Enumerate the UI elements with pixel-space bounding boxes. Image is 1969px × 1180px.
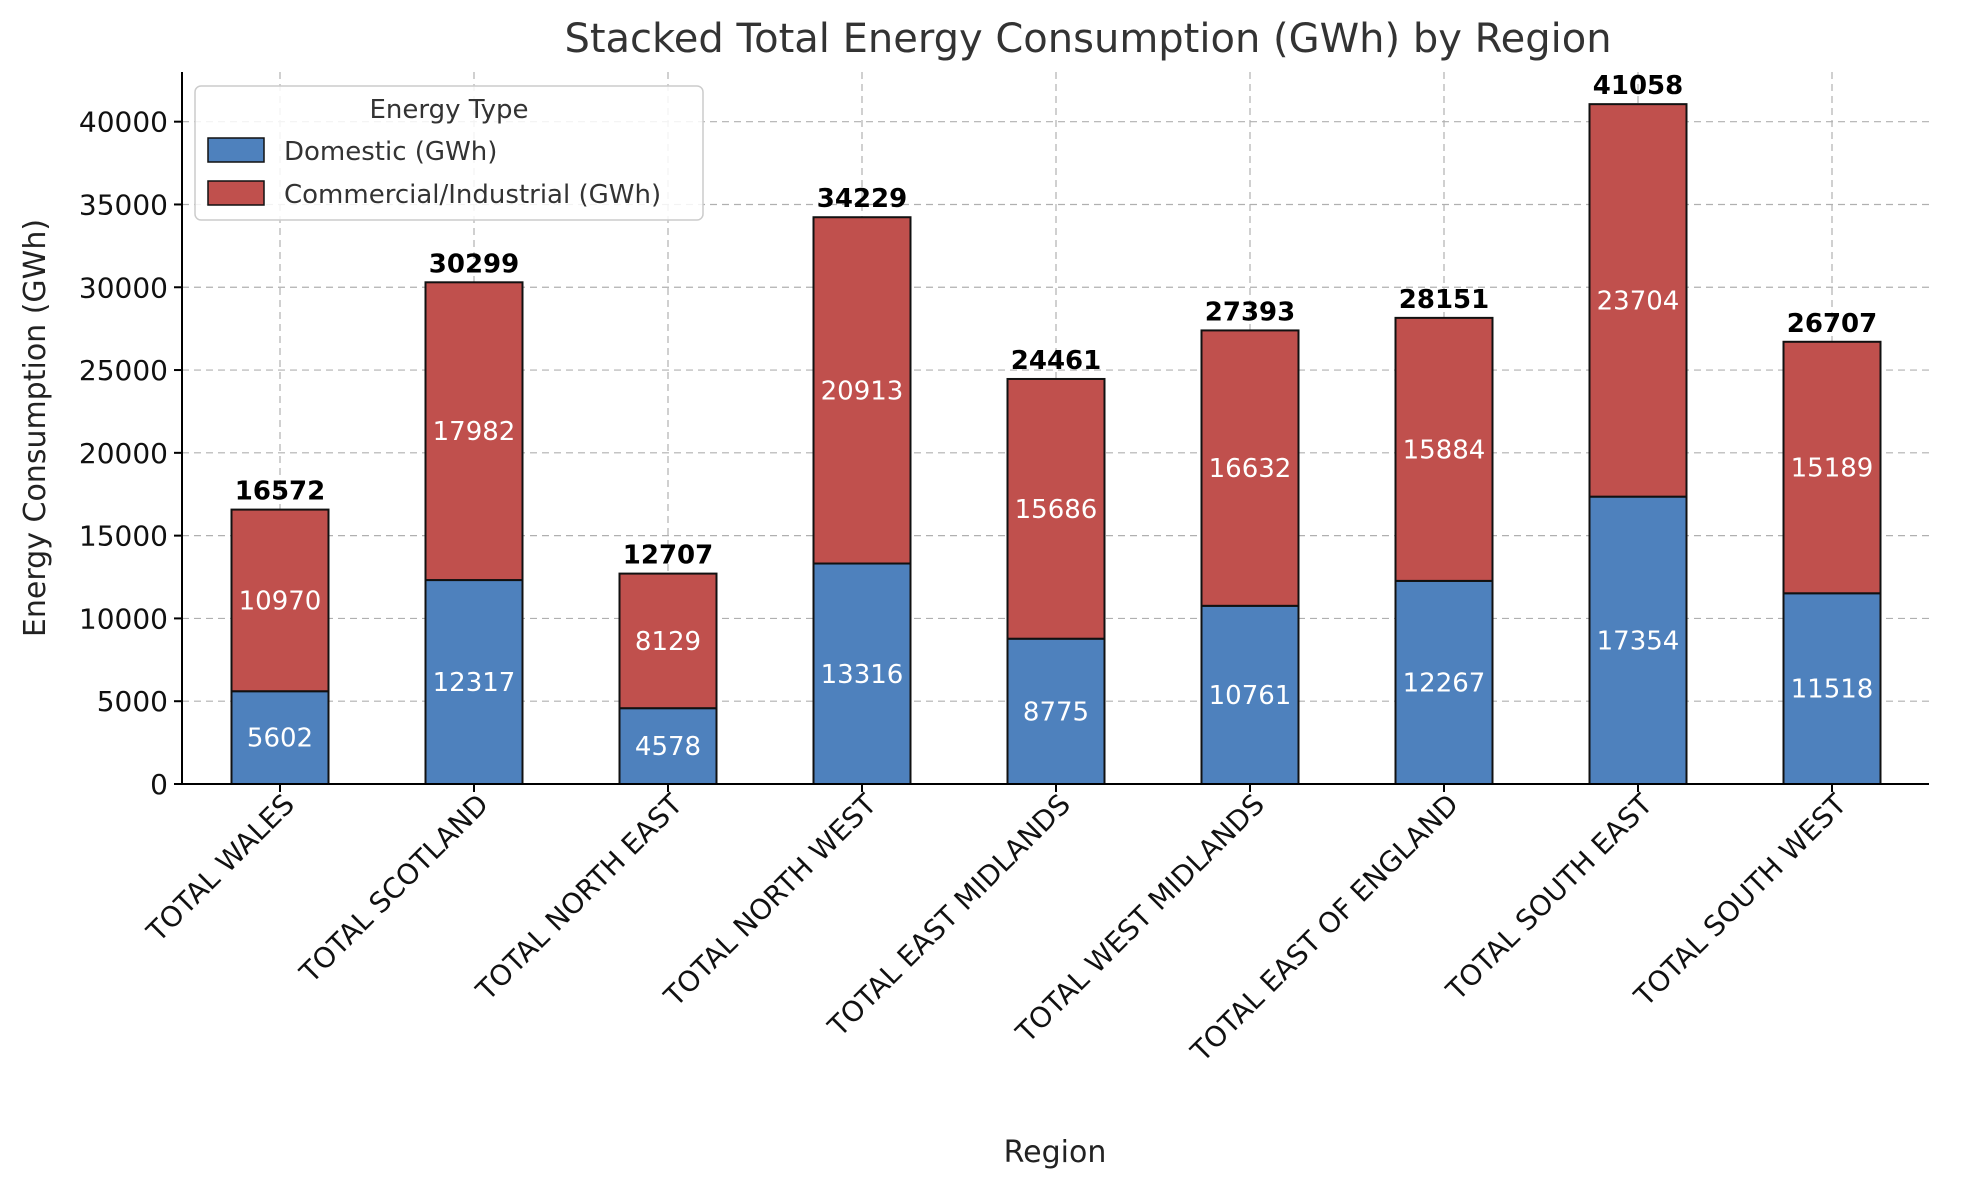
bar-domestic-total-east-of-england <box>1394 579 1494 785</box>
y-tick-label: 25000 <box>79 354 168 387</box>
bar-value-label: 10970 <box>239 586 322 616</box>
x-tick-label-total-north-west: TOTAL NORTH WEST <box>657 787 884 1014</box>
bar-value-label: 10761 <box>1209 681 1292 711</box>
y-tick-label: 0 <box>150 768 168 801</box>
bar-value-label: 17982 <box>433 417 516 447</box>
x-axis-label: Region <box>1004 1135 1107 1170</box>
bar-value-label: 16632 <box>1209 454 1292 484</box>
bar-total-label: 16572 <box>235 477 325 507</box>
bar-total-label: 24461 <box>1011 346 1101 376</box>
bar-value-label: 12267 <box>1403 668 1486 698</box>
y-tick-label: 40000 <box>79 106 168 139</box>
bar-commercial-industrial-total-south-west <box>1782 340 1882 595</box>
ticks-layer: 0 5000 10000 15000 20000 25000 30000 35000 40000… <box>79 106 1854 1069</box>
y-tick-label: 30000 <box>79 271 168 304</box>
bar-value-label: 11518 <box>1791 675 1874 705</box>
legend-label-commercial-industrial: Commercial/Industrial (GWh) <box>284 180 661 210</box>
x-tick-label-total-scotland: TOTAL SCOTLAND <box>293 788 495 990</box>
bar-commercial-industrial-total-south-east <box>1588 103 1688 498</box>
y-tick-label: 15000 <box>79 520 168 553</box>
bar-value-label: 12317 <box>433 668 516 698</box>
legend-swatch-commercial-industrial <box>207 180 265 206</box>
legend-swatch-domestic <box>207 137 265 163</box>
bar-value-label: 4578 <box>635 732 701 762</box>
bar-value-label: 15686 <box>1015 495 1098 525</box>
bar-total-label: 27393 <box>1205 297 1295 327</box>
bar-value-label: 20913 <box>821 376 904 406</box>
bar-value-label: 5602 <box>247 724 313 754</box>
bar-commercial-industrial-total-west-midlands <box>1200 329 1300 607</box>
y-tick-label: 10000 <box>79 602 168 635</box>
x-tick-label-total-south-west: TOTAL SOUTH WEST <box>1627 787 1853 1013</box>
bar-commercial-industrial-total-wales <box>230 508 330 693</box>
bar-domestic-total-south-east <box>1588 495 1688 785</box>
bar-total-label: 34229 <box>817 184 907 214</box>
bar-value-label: 13316 <box>821 660 904 690</box>
bars-layer: 5602 10970 16572 12317 17982 30299 4578 8129 127… <box>230 71 1882 786</box>
bar-domestic-total-north-west <box>812 562 912 786</box>
legend-box <box>194 85 704 221</box>
bar-total-label: 12707 <box>623 541 713 571</box>
bar-value-label: 8129 <box>635 627 701 657</box>
bar-commercial-industrial-total-north-west <box>812 216 912 565</box>
legend: Energy Type Domestic (GWh) Commercial/In… <box>194 85 704 221</box>
y-tick-label: 5000 <box>97 685 168 718</box>
bar-domestic-total-south-west <box>1782 592 1882 785</box>
bar-total-label: 41058 <box>1593 71 1683 101</box>
x-tick-label-total-south-east: TOTAL SOUTH EAST <box>1439 787 1659 1007</box>
legend-label-domestic: Domestic (GWh) <box>284 137 497 167</box>
bar-value-label: 8775 <box>1023 697 1089 727</box>
bar-domestic-total-north-east <box>618 707 718 785</box>
y-tick-label: 20000 <box>79 437 168 470</box>
bar-total-label: 28151 <box>1399 285 1489 315</box>
x-tick-label-total-wales: TOTAL WALES <box>140 788 301 949</box>
bar-total-label: 30299 <box>429 249 519 279</box>
bar-commercial-industrial-total-scotland <box>424 281 524 582</box>
bar-value-label: 17354 <box>1597 626 1680 656</box>
bar-value-label: 23704 <box>1597 286 1680 316</box>
x-tick-label-total-north-east: TOTAL NORTH EAST <box>469 787 689 1007</box>
bar-total-label: 26707 <box>1787 309 1877 339</box>
legend-title: Energy Type <box>369 95 528 125</box>
bar-commercial-industrial-total-north-east <box>618 572 718 710</box>
chart-title: Stacked Total Energy Consumption (GWh) b… <box>564 16 1611 62</box>
bar-commercial-industrial-total-east-midlands <box>1006 377 1106 640</box>
bar-value-label: 15189 <box>1791 454 1874 484</box>
y-axis-label: Energy Consumption (GWh) <box>18 219 53 637</box>
bar-domestic-total-east-midlands <box>1006 637 1106 785</box>
y-tick-label: 35000 <box>79 188 168 221</box>
bar-commercial-industrial-total-east-of-england <box>1394 316 1494 582</box>
bar-value-label: 15884 <box>1403 435 1486 465</box>
